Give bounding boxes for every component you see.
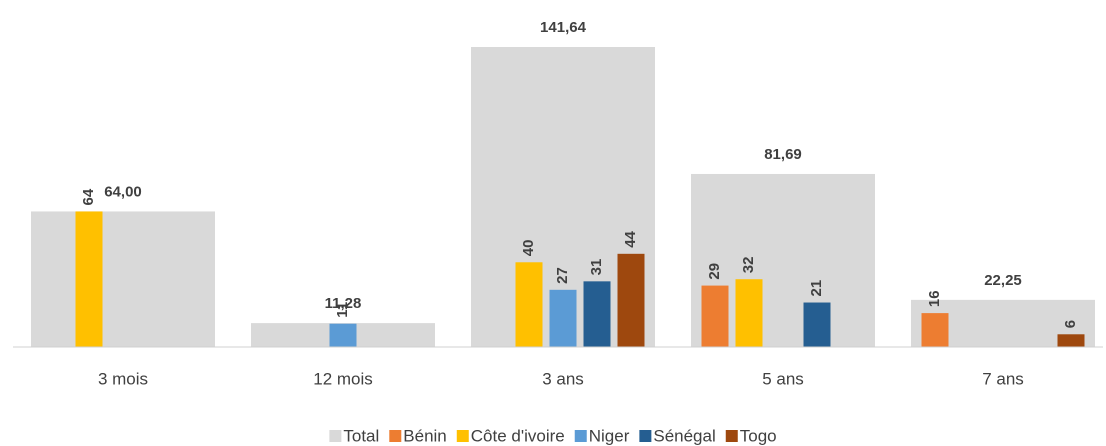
legend-label: Côte d'ivoire bbox=[471, 426, 565, 445]
x-tick-label: 12 mois bbox=[313, 369, 373, 388]
data-label: 31 bbox=[588, 259, 605, 276]
total-label: 64,00 bbox=[104, 183, 142, 200]
data-label: 11 bbox=[334, 302, 351, 318]
bar bbox=[515, 262, 543, 347]
data-label: 29 bbox=[706, 263, 723, 280]
legend-label: Bénin bbox=[403, 426, 446, 445]
bar bbox=[735, 279, 763, 347]
bar bbox=[617, 253, 645, 347]
legend-label: Total bbox=[343, 426, 379, 445]
total-label: 141,64 bbox=[540, 19, 587, 36]
total-label: 11,28 bbox=[325, 295, 362, 312]
legend-swatch bbox=[574, 430, 587, 442]
bar bbox=[921, 313, 949, 347]
data-label: 6 bbox=[1062, 320, 1079, 328]
bar bbox=[329, 323, 357, 347]
total-bar bbox=[31, 211, 215, 347]
x-tick-label: 3 ans bbox=[542, 369, 584, 388]
legend-label: Sénégal bbox=[653, 426, 715, 445]
data-label: 21 bbox=[808, 280, 825, 297]
legend-swatch bbox=[639, 430, 652, 442]
legend-swatch bbox=[329, 430, 342, 442]
bar bbox=[1057, 334, 1085, 347]
legend-swatch bbox=[456, 430, 469, 442]
data-label: 64 bbox=[80, 188, 97, 205]
bar bbox=[803, 302, 831, 347]
data-label: 40 bbox=[520, 240, 537, 257]
data-label: 27 bbox=[554, 267, 571, 284]
bar bbox=[583, 281, 611, 347]
legend-swatch bbox=[725, 430, 738, 442]
legend-label: Togo bbox=[740, 426, 777, 445]
x-tick-label: 5 ans bbox=[762, 369, 804, 388]
data-label: 44 bbox=[622, 230, 639, 247]
data-label: 32 bbox=[740, 257, 757, 274]
bar bbox=[701, 285, 729, 347]
legend-label: Niger bbox=[589, 426, 630, 445]
total-label: 22,25 bbox=[984, 272, 1022, 289]
legend-swatch bbox=[389, 430, 402, 442]
bar bbox=[75, 211, 103, 347]
bar bbox=[549, 289, 577, 347]
x-tick-label: 7 ans bbox=[982, 369, 1024, 388]
x-tick-label: 3 mois bbox=[98, 369, 148, 388]
data-label: 16 bbox=[926, 290, 943, 307]
total-label: 81,69 bbox=[764, 146, 802, 163]
